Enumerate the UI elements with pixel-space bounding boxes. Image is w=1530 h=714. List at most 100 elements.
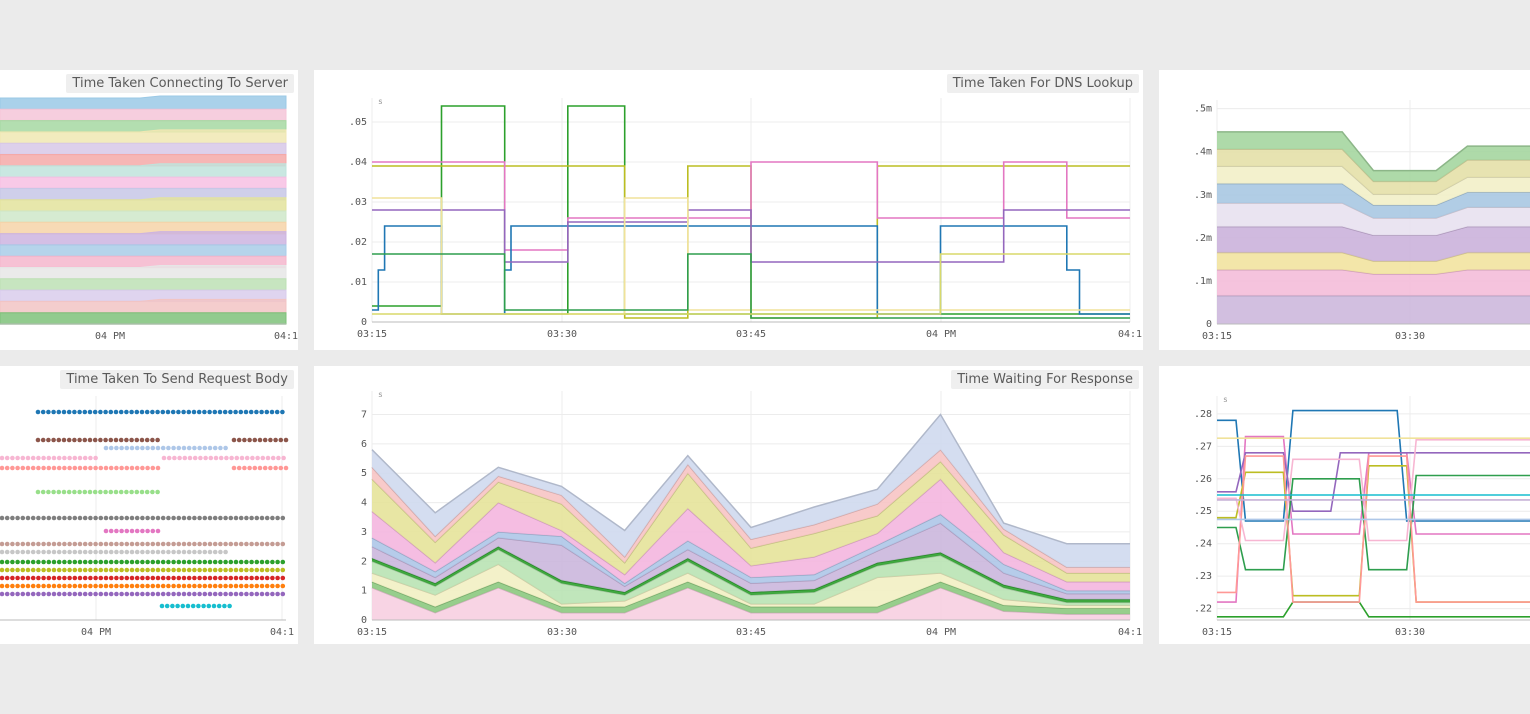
scatter-point [254, 515, 260, 521]
scatter-point [206, 603, 212, 609]
scatter-point [140, 528, 145, 534]
scatter-point [212, 541, 218, 547]
scatter-point [134, 528, 140, 534]
scatter-point [254, 409, 259, 415]
scatter-point [181, 583, 187, 589]
scatter-point [238, 409, 244, 415]
axis-unit-label: s [378, 97, 383, 106]
scatter-point [150, 489, 155, 495]
scatter-point [270, 515, 275, 521]
scatter-point [77, 409, 82, 415]
scatter-point [140, 445, 145, 451]
scatter-point [273, 437, 278, 443]
scatter-point [25, 515, 31, 521]
scatter-point [244, 575, 249, 581]
scatter-point [212, 559, 218, 565]
scatter-point [212, 445, 218, 451]
scatter-point [0, 591, 5, 597]
scatter-point [212, 549, 218, 555]
scatter-point [155, 409, 160, 415]
scatter-point [25, 575, 31, 581]
scatter-point [249, 591, 254, 597]
scatter-point [252, 465, 258, 471]
scatter-point [46, 455, 52, 461]
scatter-point [145, 528, 150, 534]
scatter-point [10, 567, 15, 573]
scatter-point [192, 575, 197, 581]
scatter-point [88, 455, 93, 461]
scatter-point [114, 541, 119, 547]
scatter-point [46, 409, 51, 415]
panel-title[interactable]: Time Taken To Send Request Body [60, 370, 294, 389]
scatter-point [150, 559, 156, 565]
scatter-point [51, 591, 57, 597]
scatter-point [264, 591, 270, 597]
scatter-point [254, 559, 260, 565]
panel-send-request-body: 04 PM 04:1 Time Taken To Send Request Bod… [0, 366, 298, 644]
scatter-point [249, 567, 254, 573]
scatter-point [223, 541, 228, 547]
x-tick-label: 04:1 [274, 331, 298, 342]
panel-title[interactable]: Time Taken Connecting To Server [66, 74, 294, 93]
scatter-point [176, 591, 182, 597]
area-band [0, 129, 287, 144]
scatter-point [140, 583, 145, 589]
panel-waiting-response: 0 1 2 3 4 5 6 7 s 03:15 03:30 03:45 04 PM 04:1 Time W… [314, 366, 1143, 644]
scatter-point [181, 549, 187, 555]
scatter-point [88, 591, 93, 597]
scatter-point [244, 455, 250, 461]
scatter-point [56, 437, 62, 443]
scatter-point [180, 603, 186, 609]
scatter-point [192, 541, 197, 547]
scatter-point [170, 409, 176, 415]
scatter-point [108, 567, 114, 573]
scatter-point [62, 559, 67, 565]
scatter-point [212, 567, 218, 573]
scatter-point [222, 409, 228, 415]
area-band [372, 564, 1130, 609]
scatter-point [155, 465, 161, 471]
scatter-point [15, 575, 20, 581]
scatter-point [145, 445, 150, 451]
scatter-point [46, 549, 52, 555]
area-band [372, 587, 1130, 620]
scatter-point [129, 445, 135, 451]
y-tick-label: .22 [1194, 604, 1212, 615]
scatter-point [134, 489, 140, 495]
scatter-point [4, 583, 10, 589]
scatter-point [140, 465, 145, 471]
scatter-point [150, 515, 156, 521]
scatter-point [181, 541, 187, 547]
scatter-point [181, 559, 187, 565]
scatter-point [62, 583, 67, 589]
scatter-point [72, 591, 78, 597]
scatter-point [192, 445, 197, 451]
y-tick-label: 2 [361, 556, 367, 567]
scatter-point [207, 583, 213, 589]
scatter-point [186, 515, 192, 521]
scatter-point [82, 559, 88, 565]
scatter-point [197, 591, 202, 597]
y-tick-label: .3m [1194, 190, 1212, 201]
scatter-point [181, 575, 187, 581]
area-band [1217, 252, 1530, 274]
scatter-point [186, 541, 192, 547]
scatter-point [197, 515, 202, 521]
scatter-point [56, 567, 62, 573]
scatter-point [88, 567, 93, 573]
scatter-point [238, 559, 244, 565]
scatter-point [36, 465, 41, 471]
scatter-point [114, 567, 119, 573]
panel-title[interactable]: Time Waiting For Response [951, 370, 1139, 389]
area-band [1217, 131, 1530, 182]
scatter-point [139, 437, 145, 443]
scatter-point [186, 559, 192, 565]
scatter-point [198, 455, 203, 461]
scatter-point [77, 515, 83, 521]
scatter-point [145, 567, 150, 573]
panel-title[interactable]: Time Taken For DNS Lookup [946, 74, 1139, 93]
scatter-point [223, 575, 228, 581]
scatter-point [255, 455, 260, 461]
scatter-point [118, 437, 124, 443]
scatter-point [62, 591, 67, 597]
